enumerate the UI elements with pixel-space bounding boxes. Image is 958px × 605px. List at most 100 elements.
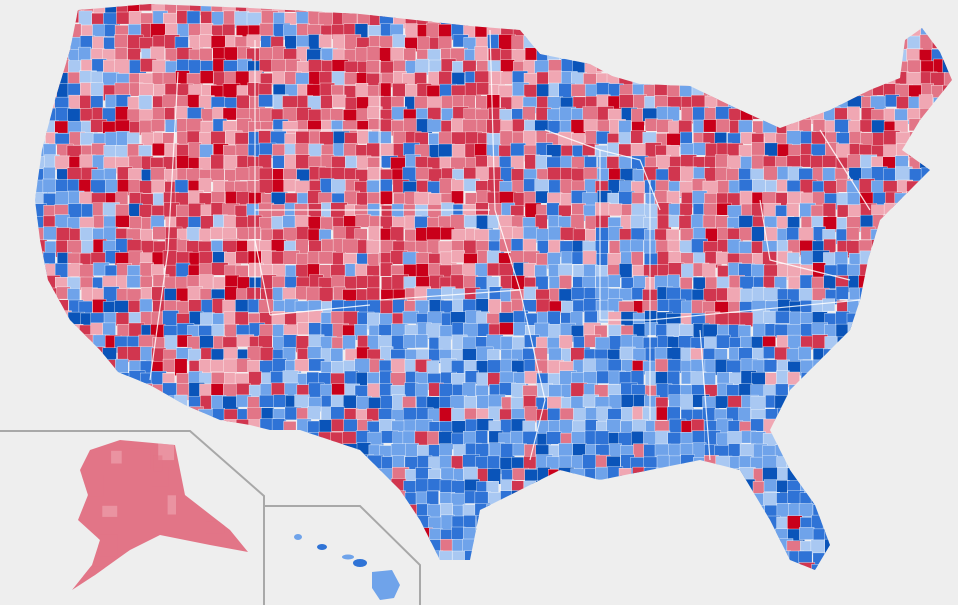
county-cell <box>607 274 621 288</box>
county-cell <box>643 516 659 532</box>
county-cell <box>895 540 910 554</box>
county-cell <box>571 287 587 300</box>
county-cell <box>775 587 788 602</box>
county-cell <box>643 34 661 50</box>
county-cell <box>487 359 502 375</box>
county-cell <box>716 540 734 558</box>
county-cell <box>728 22 746 37</box>
county-cell <box>415 576 428 589</box>
county-cell <box>620 46 637 61</box>
county-cell <box>656 4 674 17</box>
county-cell <box>883 383 901 400</box>
county-cell <box>884 274 899 290</box>
county-cell <box>705 526 721 544</box>
county-cell <box>728 491 742 509</box>
county-cell <box>561 34 575 50</box>
county-cell <box>847 469 862 487</box>
county-cell <box>906 443 922 457</box>
county-cell <box>476 4 491 18</box>
county-cell <box>822 468 837 483</box>
county-cell <box>932 456 948 472</box>
county-cell <box>223 347 239 361</box>
county-cell <box>583 587 600 599</box>
county-cell <box>258 550 274 563</box>
county-cell <box>666 49 682 64</box>
county-cell <box>284 468 298 482</box>
county-cell <box>93 600 107 605</box>
county-cell <box>585 575 602 588</box>
county-cell <box>43 382 57 398</box>
county-cell <box>873 443 889 457</box>
county-cell <box>596 4 610 17</box>
county-cell <box>44 503 62 521</box>
county-cell <box>837 577 851 591</box>
county-cell <box>943 504 952 519</box>
county-cell <box>858 420 872 435</box>
county-cell <box>35 84 46 102</box>
county-cell <box>847 204 862 219</box>
county-cell <box>378 131 392 144</box>
county-cell <box>787 47 801 62</box>
county-cell <box>584 23 602 37</box>
county-cell <box>319 492 336 506</box>
county-cell <box>80 588 95 603</box>
county-cell <box>486 564 500 570</box>
county-cell <box>944 383 952 401</box>
county-cell <box>536 4 553 15</box>
county-cell <box>763 166 779 182</box>
county-cell <box>680 515 695 533</box>
county-cell <box>367 383 381 398</box>
county-cell <box>54 133 71 146</box>
county-cell <box>835 478 851 495</box>
county-cell <box>884 431 901 446</box>
county-cell <box>31 575 45 592</box>
county-cell <box>475 576 488 589</box>
county-cell <box>35 108 38 124</box>
county-cell <box>332 34 346 51</box>
county-cell <box>127 408 143 426</box>
county-cell <box>813 4 828 16</box>
county-cell <box>90 82 104 98</box>
county-cell <box>835 420 850 436</box>
county-cell <box>666 12 684 27</box>
county-cell <box>297 480 312 495</box>
county-cell <box>114 34 128 49</box>
county-cell <box>942 240 952 257</box>
county-cell <box>919 418 934 432</box>
county-cell <box>716 490 732 509</box>
county-cell <box>858 406 875 423</box>
county-cell <box>283 541 301 558</box>
county-cell <box>200 23 214 36</box>
county-cell <box>945 373 952 387</box>
county-cell <box>379 370 393 384</box>
county-cell <box>690 469 708 485</box>
county-cell <box>858 275 875 290</box>
county-cell <box>921 516 939 534</box>
county-cell <box>536 575 553 588</box>
county-cell <box>572 503 588 517</box>
county-cell <box>35 300 46 316</box>
county-cell <box>654 95 668 109</box>
county-cell <box>824 538 842 556</box>
county-cell <box>225 587 237 602</box>
county-cell <box>306 564 321 570</box>
alaska-borough <box>82 566 105 576</box>
county-cell <box>596 538 613 556</box>
county-cell <box>35 528 48 544</box>
county-cell <box>907 287 921 302</box>
county-cell <box>692 600 708 605</box>
county-cell <box>787 445 805 461</box>
county-cell <box>691 577 707 591</box>
county-cell <box>643 491 660 508</box>
county-cell <box>210 359 225 373</box>
county-cell <box>19 371 34 384</box>
county-cell <box>595 358 610 373</box>
county-cell <box>931 228 947 242</box>
county-cell <box>895 277 911 293</box>
county-cell <box>606 516 622 534</box>
county-cell <box>477 323 491 337</box>
county-cell <box>127 346 142 363</box>
county-cell <box>295 492 309 508</box>
county-cell <box>740 540 755 554</box>
county-cell <box>595 575 611 592</box>
